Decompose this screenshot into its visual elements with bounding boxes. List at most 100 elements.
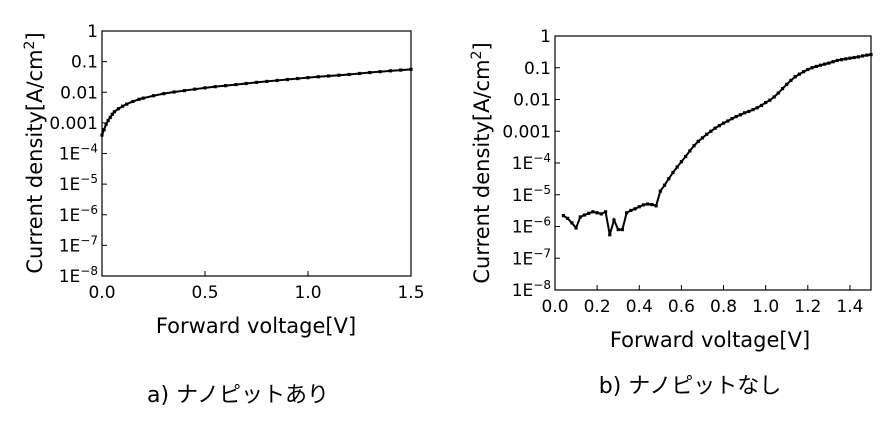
y-tick-label-base: 1E	[59, 145, 81, 165]
data-point	[378, 70, 382, 74]
plot-frame	[554, 35, 872, 291]
data-point	[717, 124, 721, 128]
y-tick-label-exponent: −8	[80, 264, 98, 278]
data-point	[637, 205, 641, 209]
data-point	[705, 132, 709, 136]
data-point	[316, 75, 320, 79]
data-point	[785, 82, 789, 86]
data-point	[776, 91, 780, 95]
data-point	[721, 121, 726, 125]
y-axis-label-superscript: 2	[469, 51, 485, 60]
data-point	[131, 99, 135, 104]
data-point	[747, 109, 751, 114]
data-point	[285, 77, 289, 82]
data-point	[852, 55, 856, 60]
data-point	[650, 202, 654, 207]
data-point	[595, 211, 599, 215]
data-point	[835, 58, 839, 63]
data-point	[654, 204, 658, 208]
x-tick-label: 0.0	[88, 283, 115, 303]
data-point	[608, 233, 612, 237]
data-point	[102, 128, 106, 132]
y-tick-label: 1E−8	[512, 278, 551, 301]
data-point	[772, 95, 776, 99]
data-point	[848, 56, 852, 60]
data-point	[814, 64, 818, 69]
data-point	[347, 72, 351, 77]
data-point	[823, 62, 827, 66]
y-tick-label: 0.1	[524, 59, 551, 79]
series-line	[101, 68, 412, 136]
data-point	[112, 110, 116, 114]
data-point	[764, 100, 768, 105]
x-axis-label: Forward voltage[V]	[156, 314, 356, 338]
data-point	[684, 154, 688, 159]
data-point	[603, 210, 608, 214]
data-point	[818, 63, 823, 67]
data-point	[810, 66, 814, 70]
y-axis-label-main: Current density[A/cm	[470, 59, 494, 283]
data-point	[667, 177, 671, 181]
x-axis-label: Forward voltage[V]	[610, 328, 810, 352]
data-point	[751, 108, 755, 112]
y-tick-label-base: 1E	[512, 281, 534, 301]
data-point	[561, 214, 566, 218]
data-point	[856, 55, 860, 59]
data-point	[399, 68, 403, 72]
data-point	[734, 114, 738, 119]
data-point	[368, 70, 372, 75]
data-point	[106, 118, 110, 123]
data-point	[234, 82, 238, 87]
data-point	[244, 81, 248, 86]
data-point	[104, 122, 108, 126]
y-tick-label-exponent: −6	[80, 203, 98, 217]
panel-a-caption: a) ナノピットあり	[147, 383, 329, 408]
y-tick-label: 0.001	[49, 114, 98, 134]
data-point	[612, 218, 616, 222]
data-point	[620, 227, 625, 232]
x-tick-label: 0.6	[668, 297, 695, 317]
y-tick-label-exponent: −5	[80, 172, 98, 186]
data-point	[865, 53, 869, 57]
y-tick-label-base: 1E	[512, 218, 534, 238]
data-point	[759, 103, 764, 108]
data-point	[591, 210, 595, 214]
y-tick-label-base: 1E	[59, 175, 81, 195]
x-tick-label: 1.2	[794, 297, 821, 317]
data-point	[182, 89, 186, 93]
data-point	[203, 86, 207, 90]
y-tick-label: 1E−6	[59, 203, 98, 226]
x-tick-label: 0.8	[710, 297, 737, 317]
data-point	[869, 52, 873, 57]
y-tick-label: 0.1	[71, 53, 98, 73]
data-point	[688, 149, 692, 153]
y-tick-label-exponent: −7	[80, 233, 98, 247]
data-point	[797, 72, 801, 76]
data-point	[780, 87, 785, 91]
y-tick-label-base: 1E	[59, 267, 81, 287]
data-point	[224, 84, 228, 88]
data-point	[641, 203, 646, 207]
data-point	[151, 94, 156, 98]
data-point	[700, 136, 705, 140]
data-point	[172, 90, 176, 94]
data-point	[137, 97, 141, 101]
y-tick-label: 1E−7	[512, 246, 551, 269]
y-axis-label-superscript: 2	[22, 41, 38, 50]
data-point	[327, 74, 331, 78]
y-tick-label-base: 1E	[512, 186, 534, 206]
data-point	[337, 73, 341, 77]
data-point	[827, 61, 831, 65]
x-tick-label: 0.2	[584, 297, 611, 317]
chart-panel-a: a) ナノピットあり 10.10.010.0011E−41E−51E−61E−7…	[22, 22, 425, 408]
data-point	[692, 144, 696, 148]
data-point	[306, 76, 310, 80]
y-tick-label-exponent: −6	[533, 215, 551, 229]
x-tick-label: 1.5	[397, 283, 424, 303]
y-tick-label-base: 1E	[512, 249, 534, 269]
data-point	[844, 57, 848, 61]
data-point	[646, 202, 650, 206]
data-point	[629, 208, 633, 213]
y-tick-label: 1E−4	[512, 151, 551, 174]
